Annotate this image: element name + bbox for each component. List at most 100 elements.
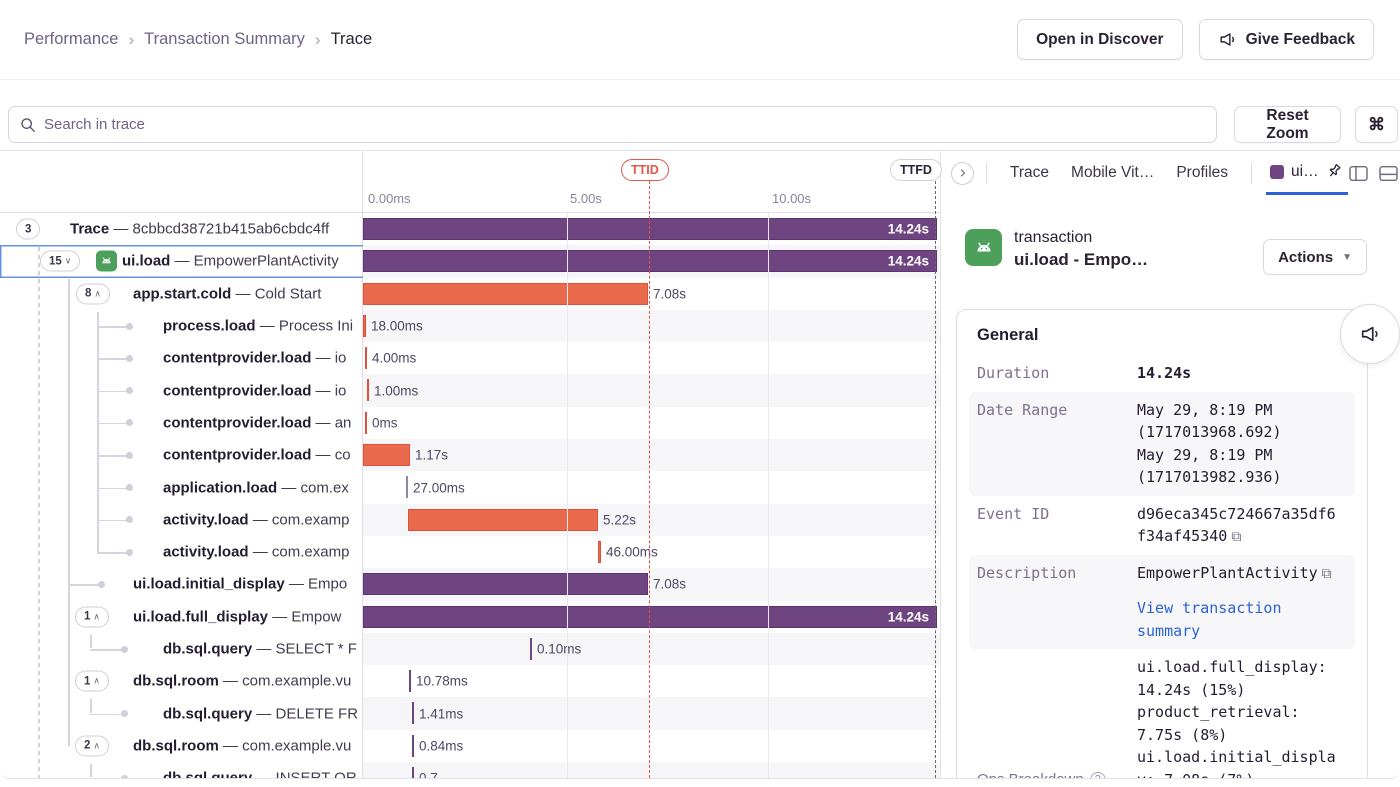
span-tree-cell: contentprovider.load — io — [0, 374, 363, 406]
span-duration-bar[interactable] — [363, 444, 410, 467]
span-tree-cell: activity.load — com.examp — [0, 504, 363, 536]
field-label: Ops Breakdown? — [977, 769, 1137, 778]
span-op-label: application.load — com.ex — [163, 479, 349, 497]
trace-row[interactable]: ui.load.initial_display — Empo 7.08s — [0, 568, 940, 601]
tree-connector — [97, 487, 129, 490]
span-tree-cell: contentprovider.load — io — [0, 342, 363, 374]
span-children-pill[interactable]: 1 ∧ — [75, 670, 109, 692]
span-duration-bar[interactable] — [406, 476, 408, 499]
span-duration-bar[interactable] — [367, 379, 369, 402]
breadcrumb-performance[interactable]: Performance — [24, 30, 119, 48]
span-children-pill[interactable]: 3 — [16, 218, 41, 240]
shortcuts-button[interactable]: ⌘ — [1355, 106, 1398, 143]
copy-icon[interactable]: ⧉ — [1321, 566, 1332, 582]
breadcrumb-transaction-summary[interactable]: Transaction Summary — [144, 30, 305, 48]
span-op-label: app.start.cold — Cold Start — [133, 285, 322, 303]
trace-row[interactable]: process.load — Process Ini 18.00ms — [0, 309, 940, 343]
trace-row[interactable]: contentprovider.load — io 1.00ms — [0, 374, 940, 407]
pill-chevron-icon: ∧ — [94, 288, 101, 299]
span-children-pill[interactable]: 15 ∨ — [40, 250, 81, 272]
detail-field-row: Ops Breakdown? ui.load.full_display: 14.2… — [969, 649, 1355, 778]
span-duration-bar[interactable]: 14.24s — [363, 605, 937, 628]
trace-row[interactable]: 1 ∧ ui.load.full_display — Empow 14.24s — [0, 601, 940, 633]
tree-connector-dot — [126, 548, 133, 556]
span-children-pill[interactable]: 8 ∧ — [76, 283, 110, 305]
ttfd-badge: TTFD — [890, 159, 942, 181]
field-value-text: May 29, 8:19 PM — [1137, 445, 1273, 464]
transaction-header: transaction ui.load - Empo… — [965, 229, 1242, 270]
span-duration-bar[interactable] — [365, 347, 367, 370]
span-duration-cell: 4.00ms — [363, 342, 940, 374]
reset-zoom-button[interactable]: Reset Zoom — [1234, 106, 1341, 143]
span-duration-label: 14.24s — [887, 609, 929, 625]
tab-ui-load-active[interactable]: ui… — [1266, 151, 1348, 195]
collapse-drawer-button[interactable] — [951, 161, 974, 185]
trace-search[interactable] — [8, 106, 1217, 143]
span-children-pill[interactable]: 1 ∧ — [75, 606, 109, 628]
trace-row[interactable]: db.sql.query — INSERT OR 0.7 — [0, 762, 940, 779]
span-duration-bar[interactable]: 14.24s — [363, 250, 937, 273]
span-duration-bar[interactable] — [365, 411, 367, 434]
drawer-tab-bar: Trace Mobile Vit… Profiles ui… — [941, 151, 1400, 195]
trace-row[interactable]: 15 ∨ ui.load — EmpowerPlantActivity 14.24s — [0, 245, 940, 278]
span-duration-bar[interactable] — [363, 282, 648, 305]
actions-dropdown-button[interactable]: Actions ▼ — [1263, 239, 1367, 275]
tab-mobile-vit-[interactable]: Mobile Vit… — [1071, 164, 1155, 181]
detail-field-row: Duration 14.24s — [969, 355, 1355, 392]
view-transaction-summary-link[interactable]: View transaction summary — [1137, 599, 1282, 640]
span-op-label: contentprovider.load — io — [163, 382, 347, 400]
tree-connector — [90, 778, 124, 779]
span-duration-bar[interactable] — [363, 573, 648, 596]
transaction-type-label: transaction — [1014, 229, 1093, 246]
trace-row[interactable]: activity.load — com.examp 46.00ms — [0, 536, 940, 568]
give-feedback-button[interactable]: Give Feedback — [1198, 19, 1374, 60]
copy-icon[interactable]: ⧉ — [1231, 529, 1242, 545]
drawer-layout-controls — [1348, 165, 1400, 182]
detail-field-row: Date Range May 29, 8:19 PM (1717013968.692… — [969, 391, 1355, 496]
help-icon[interactable]: ? — [1089, 771, 1106, 778]
trace-row[interactable]: 1 ∧ db.sql.room — com.example.vu 10.78ms — [0, 665, 940, 697]
tab-trace[interactable]: Trace — [1010, 164, 1050, 181]
trace-row[interactable]: contentprovider.load — co 1.17s — [0, 439, 940, 472]
span-duration-bar[interactable] — [412, 734, 414, 757]
span-duration-bar[interactable]: 14.24s — [363, 218, 937, 240]
span-tree-cell: contentprovider.load — an — [0, 407, 363, 439]
trace-row[interactable]: contentprovider.load — io 4.00ms — [0, 342, 940, 374]
span-duration-label: 7.08s — [653, 576, 687, 592]
span-duration-bar[interactable] — [598, 540, 601, 563]
search-input[interactable] — [44, 116, 1206, 133]
tree-guide-line — [90, 635, 92, 648]
open-in-discover-button[interactable]: Open in Discover — [1017, 19, 1183, 60]
dock-left-icon[interactable] — [1348, 165, 1369, 182]
field-label: Duration — [977, 364, 1050, 382]
dock-bottom-icon[interactable] — [1378, 165, 1399, 182]
tree-connector-dot — [126, 387, 133, 395]
span-duration-label: 14.24s — [887, 253, 929, 269]
span-tree-cell: contentprovider.load — co — [0, 439, 363, 471]
tab-profiles[interactable]: Profiles — [1176, 164, 1229, 181]
trace-row[interactable]: 2 ∧ db.sql.room — com.example.vu 0.84ms — [0, 730, 940, 762]
trace-rows: 3 Trace — 8cbbcd38721b415ab6cbdc4ff 14.24s… — [0, 213, 940, 779]
span-duration-label: 46.00ms — [606, 544, 658, 560]
span-op-label: ui.load.full_display — Empow — [133, 608, 342, 626]
trace-row[interactable]: application.load — com.ex 27.00ms — [0, 471, 940, 503]
span-duration-bar[interactable] — [530, 637, 532, 660]
field-value-text: (1717013968.692) — [1137, 423, 1282, 441]
span-duration-bar[interactable] — [408, 508, 598, 531]
general-fields: Duration 14.24s Date Range May 29, 8:19 PM (… — [969, 355, 1355, 778]
trace-row[interactable]: 3 Trace — 8cbbcd38721b415ab6cbdc4ff 14.24s — [0, 213, 940, 245]
trace-row[interactable]: contentprovider.load — an 0ms — [0, 407, 940, 439]
trace-row[interactable]: activity.load — com.examp 5.22s — [0, 503, 940, 536]
feedback-float-button[interactable] — [1340, 304, 1400, 364]
span-duration-bar[interactable] — [412, 702, 414, 725]
trace-row[interactable]: db.sql.query — DELETE FR 1.41ms — [0, 697, 940, 730]
span-duration-bar[interactable] — [412, 767, 414, 778]
span-duration-bar[interactable] — [363, 314, 366, 337]
span-children-pill[interactable]: 2 ∧ — [75, 735, 109, 757]
trace-row[interactable]: db.sql.query — SELECT * F 0.10ms — [0, 632, 940, 666]
trace-row[interactable]: 8 ∧ app.start.cold — Cold Start 7.08s — [0, 278, 940, 310]
span-duration-bar[interactable] — [409, 670, 411, 693]
span-duration-label: 27.00ms — [413, 480, 465, 496]
tree-connector — [97, 326, 129, 328]
pin-icon[interactable] — [1326, 163, 1344, 181]
